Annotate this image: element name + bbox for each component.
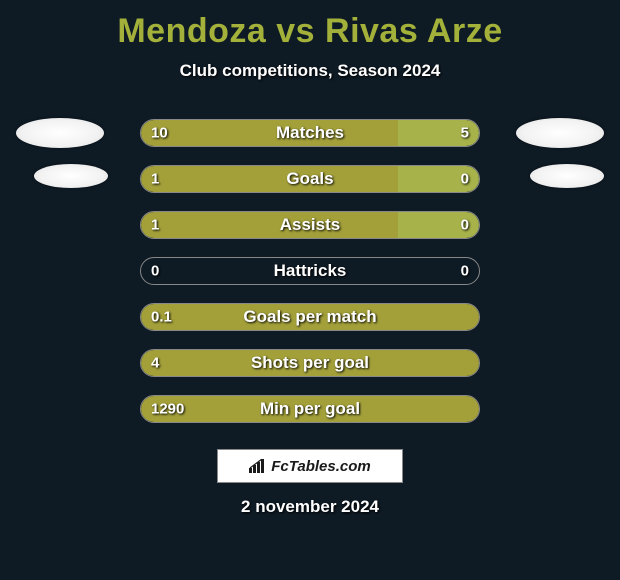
stat-bar: Min per goal1290 [140,395,480,423]
fctables-badge: FcTables.com [217,449,403,483]
stat-value-left: 1290 [151,401,184,418]
stat-label: Min per goal [141,399,479,419]
stat-label: Shots per goal [141,353,479,373]
stat-bar: Hattricks0 0 [140,257,480,285]
date-label: 2 november 2024 [0,497,620,517]
player-avatar-left [34,164,108,188]
stat-label: Matches [141,123,479,143]
stat-bar: Goals per match0.1 [140,303,480,331]
stat-value-left: 1 [151,217,159,234]
stats-list: Matches105Goals10Assists10Hattricks00Goa… [0,119,620,423]
stat-row: Assists1 0 [0,211,620,239]
stat-bar: Shots per goal4 [140,349,480,377]
stat-value-right: 0 [461,263,469,280]
comparison-card: Mendoza vs Rivas Arze Club competitions,… [0,0,620,580]
stat-label: Goals [141,169,479,189]
stat-label: Assists [141,215,479,235]
stat-label: Hattricks [141,261,479,281]
stat-value-left: 4 [151,355,159,372]
fctables-label: FcTables.com [271,458,370,475]
player-avatar-right [530,164,604,188]
stat-value-left: 10 [151,125,168,142]
stat-value-right: 0 [461,171,469,188]
stat-value-right: 0 [461,217,469,234]
stat-row: Hattricks0 0 [0,257,620,285]
stat-row: Min per goal1290 [0,395,620,423]
stat-row: Shots per goal4 [0,349,620,377]
stat-value-right: 5 [461,125,469,142]
stat-value-left: 0.1 [151,309,172,326]
chart-icon [249,459,267,473]
stat-row: Matches10 5 [0,119,620,147]
stat-bar: Assists1 0 [140,211,480,239]
stat-bar: Matches10 5 [140,119,480,147]
player-avatar-left [16,118,104,148]
stat-bar: Goals1 0 [140,165,480,193]
player-avatar-right [516,118,604,148]
stat-value-left: 0 [151,263,159,280]
stat-value-left: 1 [151,171,159,188]
stat-row: Goals per match0.1 [0,303,620,331]
stat-label: Goals per match [141,307,479,327]
stat-row: Goals1 0 [0,165,620,193]
page-subtitle: Club competitions, Season 2024 [0,61,620,81]
page-title: Mendoza vs Rivas Arze [0,12,620,51]
